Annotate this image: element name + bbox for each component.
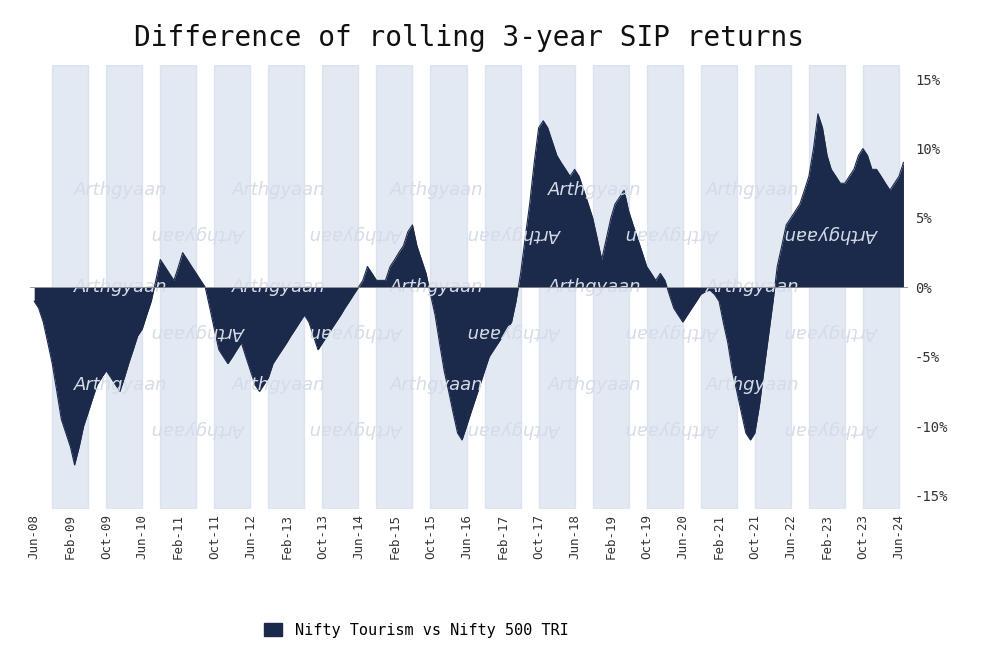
- Bar: [538, 65, 574, 509]
- Text: Arthgyaan: Arthgyaan: [232, 376, 324, 394]
- Bar: [376, 65, 412, 509]
- Bar: [484, 65, 520, 509]
- Bar: [52, 65, 88, 509]
- Text: Arthgyaan: Arthgyaan: [468, 323, 562, 341]
- Bar: [700, 65, 737, 509]
- Bar: [809, 65, 844, 509]
- Text: Arthgyaan: Arthgyaan: [389, 376, 483, 394]
- Bar: [754, 65, 790, 509]
- Text: Arthgyaan: Arthgyaan: [389, 181, 483, 199]
- Text: Arthgyaan: Arthgyaan: [468, 421, 562, 438]
- Bar: [268, 65, 304, 509]
- Text: Arthgyaan: Arthgyaan: [705, 181, 799, 199]
- Title: Difference of rolling 3-year SIP returns: Difference of rolling 3-year SIP returns: [134, 24, 803, 52]
- Bar: [430, 65, 466, 509]
- Bar: [862, 65, 898, 509]
- Text: Arthgyaan: Arthgyaan: [705, 376, 799, 394]
- Text: Arthgyaan: Arthgyaan: [626, 225, 720, 243]
- Bar: [160, 65, 196, 509]
- Text: Arthgyaan: Arthgyaan: [311, 421, 404, 438]
- Text: Arthgyaan: Arthgyaan: [468, 225, 562, 243]
- Bar: [322, 65, 358, 509]
- Text: Arthgyaan: Arthgyaan: [73, 376, 167, 394]
- Text: Arthgyaan: Arthgyaan: [547, 376, 641, 394]
- Bar: [592, 65, 628, 509]
- Text: Arthgyaan: Arthgyaan: [232, 278, 324, 296]
- Text: Arthgyaan: Arthgyaan: [784, 421, 878, 438]
- Text: Arthgyaan: Arthgyaan: [153, 421, 246, 438]
- Text: Arthgyaan: Arthgyaan: [232, 181, 324, 199]
- Text: Arthgyaan: Arthgyaan: [784, 323, 878, 341]
- Text: Arthgyaan: Arthgyaan: [547, 278, 641, 296]
- Text: Arthgyaan: Arthgyaan: [311, 323, 404, 341]
- Text: Arthgyaan: Arthgyaan: [705, 278, 799, 296]
- Legend: Nifty Tourism vs Nifty 500 TRI: Nifty Tourism vs Nifty 500 TRI: [257, 616, 574, 644]
- Text: Arthgyaan: Arthgyaan: [389, 278, 483, 296]
- Bar: [214, 65, 250, 509]
- Bar: [646, 65, 682, 509]
- Text: Arthgyaan: Arthgyaan: [73, 181, 167, 199]
- Text: Arthgyaan: Arthgyaan: [311, 225, 404, 243]
- Text: Arthgyaan: Arthgyaan: [626, 421, 720, 438]
- Text: Arthgyaan: Arthgyaan: [73, 278, 167, 296]
- Text: Arthgyaan: Arthgyaan: [784, 225, 878, 243]
- Text: Arthgyaan: Arthgyaan: [153, 323, 246, 341]
- Text: Arthgyaan: Arthgyaan: [153, 225, 246, 243]
- Text: Arthgyaan: Arthgyaan: [626, 323, 720, 341]
- Text: Arthgyaan: Arthgyaan: [547, 181, 641, 199]
- Bar: [106, 65, 142, 509]
